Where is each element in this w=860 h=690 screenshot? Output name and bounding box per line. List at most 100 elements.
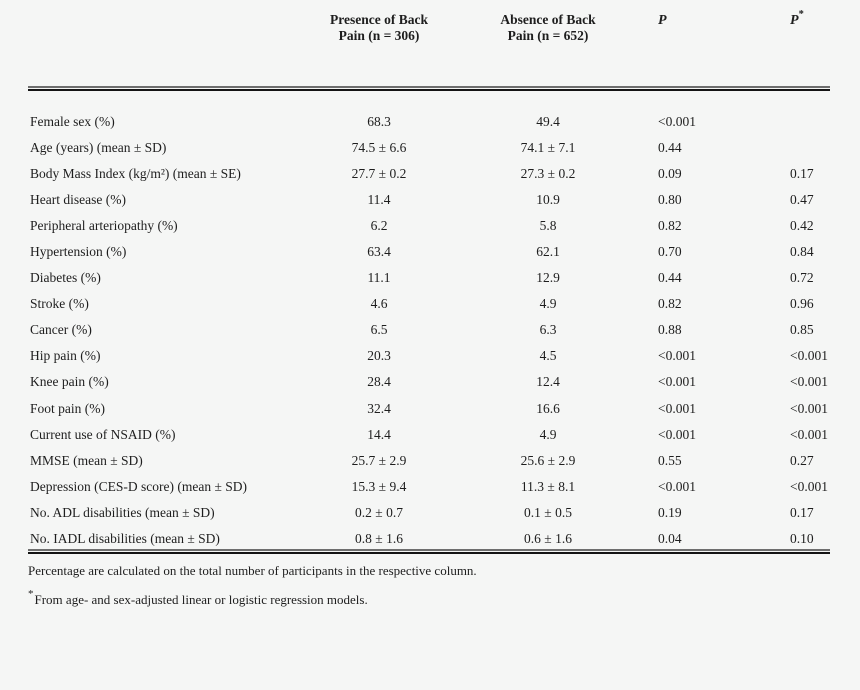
- row-label: Body Mass Index (kg/m²) (mean ± SE): [30, 165, 241, 181]
- p-value: 0.82: [658, 217, 682, 233]
- p-header-label: P: [658, 13, 667, 28]
- p-value: <0.001: [658, 426, 696, 442]
- presence-value: 0.2 ± 0.7: [355, 504, 403, 520]
- col-header-presence: Presence of Back Pain (n = 306): [308, 0, 450, 108]
- p-adjusted-value: 0.96: [790, 296, 814, 312]
- presence-value: 11.1: [367, 270, 391, 286]
- p-adjusted-value: <0.001: [790, 348, 828, 364]
- row-label: Peripheral arteriopathy (%): [30, 217, 178, 233]
- table-row: Female sex (%) 68.3 49.4 <0.001: [28, 108, 830, 134]
- absence-value: 27.3 ± 0.2: [520, 165, 576, 181]
- absence-value: 4.9: [539, 426, 557, 442]
- absence-value: 16.6: [536, 400, 560, 416]
- table-row: Cancer (%) 6.5 6.3 0.88 0.85: [28, 317, 830, 343]
- rule-thin-line: [28, 549, 830, 551]
- p-value: 0.82: [658, 296, 682, 312]
- row-label: No. IADL disabilities (mean ± SD): [30, 531, 220, 547]
- row-label: Female sex (%): [30, 113, 115, 129]
- presence-value: 6.2: [370, 217, 388, 233]
- absence-value: 11.3 ± 8.1: [520, 478, 576, 494]
- presence-value: 68.3: [367, 113, 391, 129]
- p-adjusted-value: 0.17: [790, 504, 814, 520]
- absence-value: 74.1 ± 7.1: [520, 139, 576, 155]
- absence-value: 49.4: [536, 113, 560, 129]
- table-body: Female sex (%) 68.3 49.4 <0.001 Age (yea…: [28, 108, 830, 552]
- p-adjusted-value: <0.001: [790, 478, 828, 494]
- col-header-absence: Absence of Back Pain (n = 652): [450, 0, 646, 108]
- table-row: Diabetes (%) 11.1 12.9 0.44 0.72: [28, 265, 830, 291]
- presence-value: 74.5 ± 6.6: [351, 139, 407, 155]
- presence-value: 25.7 ± 2.9: [351, 452, 407, 468]
- presence-value: 14.4: [367, 426, 391, 442]
- absence-value: 4.5: [539, 348, 557, 364]
- row-label: Current use of NSAID (%): [30, 426, 176, 442]
- col-header-p: P: [646, 0, 766, 108]
- absence-value: 6.3: [539, 322, 557, 338]
- rule-thick-line: [28, 551, 830, 555]
- presence-value: 11.4: [367, 191, 391, 207]
- p-adjusted-value: [766, 134, 830, 160]
- p-value: 0.04: [658, 531, 682, 547]
- row-label: Cancer (%): [30, 322, 92, 338]
- footnote-asterisk: *: [28, 588, 34, 600]
- row-label: No. ADL disabilities (mean ± SD): [30, 504, 215, 520]
- presence-value: 32.4: [367, 400, 391, 416]
- table-row: Peripheral arteriopathy (%) 6.2 5.8 0.82…: [28, 212, 830, 238]
- p-value: 0.44: [658, 270, 682, 286]
- p-value: <0.001: [658, 478, 696, 494]
- table-row: Foot pain (%) 32.4 16.6 <0.001 <0.001: [28, 395, 830, 421]
- row-label: Hip pain (%): [30, 348, 101, 364]
- absence-value: 10.9: [536, 191, 560, 207]
- p-value: 0.19: [658, 504, 682, 520]
- table-row: Stroke (%) 4.6 4.9 0.82 0.96: [28, 291, 830, 317]
- table-row: Knee pain (%) 28.4 12.4 <0.001 <0.001: [28, 369, 830, 395]
- p-adjusted-value: <0.001: [790, 374, 828, 390]
- presence-value: 20.3: [367, 348, 391, 364]
- p-adjusted-value: 0.42: [790, 217, 814, 233]
- col-header-variable: [28, 0, 308, 108]
- presence-value: 63.4: [367, 244, 391, 260]
- asterisk-superscript: *: [798, 8, 804, 20]
- p-adjusted-value: <0.001: [790, 400, 828, 416]
- row-label: MMSE (mean ± SD): [30, 452, 143, 468]
- table-row: Hypertension (%) 63.4 62.1 0.70 0.84: [28, 238, 830, 264]
- table-row: Body Mass Index (kg/m²) (mean ± SE) 27.7…: [28, 160, 830, 186]
- presence-value: 0.8 ± 1.6: [355, 531, 403, 547]
- row-label: Knee pain (%): [30, 374, 109, 390]
- presence-value: 4.6: [370, 296, 388, 312]
- p-adjusted-value: 0.72: [790, 270, 814, 286]
- footnote-percentage: Percentage are calculated on the total n…: [28, 563, 477, 578]
- row-label: Age (years) (mean ± SD): [30, 139, 167, 155]
- table-row: Depression (CES-D score) (mean ± SD) 15.…: [28, 473, 830, 499]
- absence-value: 12.9: [536, 270, 560, 286]
- rule-thin-line: [28, 86, 830, 88]
- p-adjusted-value: 0.85: [790, 322, 814, 338]
- presence-value: 15.3 ± 9.4: [351, 478, 407, 494]
- table-row: Age (years) (mean ± SD) 74.5 ± 6.6 74.1 …: [28, 134, 830, 160]
- footer-double-rule: [28, 549, 830, 555]
- table-row: Hip pain (%) 20.3 4.5 <0.001 <0.001: [28, 343, 830, 369]
- header-double-rule: [28, 86, 830, 92]
- row-label: Heart disease (%): [30, 191, 126, 207]
- col-header-presence-line1: Presence of Back: [330, 12, 428, 27]
- absence-value: 0.6 ± 1.6: [524, 531, 572, 547]
- table-row: No. IADL disabilities (mean ± SD) 0.8 ± …: [28, 526, 830, 552]
- p-adjusted-header-label: P: [790, 13, 799, 28]
- comparison-table: Presence of Back Pain (n = 306) Absence …: [28, 0, 830, 552]
- p-value: <0.001: [658, 348, 696, 364]
- p-value: 0.80: [658, 191, 682, 207]
- row-label: Depression (CES-D score) (mean ± SD): [30, 478, 247, 494]
- p-value: <0.001: [658, 400, 696, 416]
- presence-value: 6.5: [370, 322, 388, 338]
- table-row: MMSE (mean ± SD) 25.7 ± 2.9 25.6 ± 2.9 0…: [28, 447, 830, 473]
- row-label: Hypertension (%): [30, 244, 127, 260]
- table-row: No. ADL disabilities (mean ± SD) 0.2 ± 0…: [28, 499, 830, 525]
- table-row: Current use of NSAID (%) 14.4 4.9 <0.001…: [28, 421, 830, 447]
- presence-value: 28.4: [367, 374, 391, 390]
- col-header-presence-line2: Pain (n = 306): [338, 28, 420, 43]
- rule-thick-line: [28, 88, 830, 92]
- absence-value: 62.1: [536, 244, 560, 260]
- absence-value: 12.4: [536, 374, 560, 390]
- p-value: 0.88: [658, 322, 682, 338]
- footnote-adjusted-text: From age- and sex-adjusted linear or log…: [34, 592, 368, 607]
